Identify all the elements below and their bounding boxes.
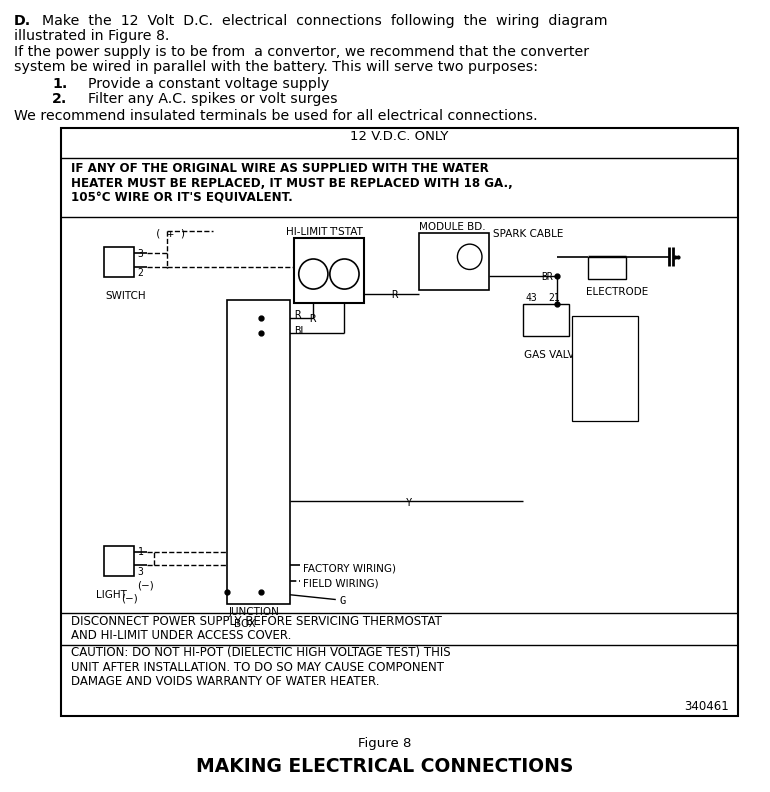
Text: G: G — [340, 596, 346, 607]
Text: IF ANY OF THE ORIGINAL WIRE AS SUPPLIED WITH THE WATER: IF ANY OF THE ORIGINAL WIRE AS SUPPLIED … — [71, 162, 488, 174]
Text: (−): (−) — [122, 593, 138, 604]
Text: ( + ): ( + ) — [156, 228, 186, 238]
Text: BK: BK — [613, 269, 625, 280]
Text: If the power supply is to be from  a convertor, we recommend that the converter: If the power supply is to be from a conv… — [14, 45, 589, 59]
Text: Y: Y — [574, 337, 580, 347]
Text: R: R — [391, 291, 398, 300]
Text: BL: BL — [294, 326, 306, 336]
Text: BOX: BOX — [234, 619, 256, 630]
Text: BLACK: BLACK — [598, 407, 628, 417]
Text: BR: BR — [574, 320, 588, 329]
Bar — [104, 247, 135, 277]
Bar — [293, 238, 364, 303]
Text: 12 V.D.C. ONLY: 12 V.D.C. ONLY — [350, 130, 449, 143]
Text: BLUE: BLUE — [598, 372, 621, 382]
Text: UNIT AFTER INSTALLATION. TO DO SO MAY CAUSE COMPONENT: UNIT AFTER INSTALLATION. TO DO SO MAY CA… — [71, 661, 444, 673]
Text: 340461: 340461 — [684, 700, 728, 713]
Text: R: R — [574, 390, 581, 399]
Text: 1.: 1. — [52, 77, 68, 91]
Text: 3: 3 — [138, 567, 143, 577]
Text: DAMAGE AND VOIDS WARRANTY OF WATER HEATER.: DAMAGE AND VOIDS WARRANTY OF WATER HEATE… — [71, 675, 379, 687]
Text: CAUTION: DO NOT HI-POT (DIELECTIC HIGH VOLTAGE TEST) THIS: CAUTION: DO NOT HI-POT (DIELECTIC HIGH V… — [71, 646, 450, 659]
Text: 1: 1 — [138, 547, 143, 558]
Text: R: R — [294, 310, 300, 320]
Text: R: R — [309, 314, 316, 324]
Text: Y: Y — [406, 498, 413, 508]
Text: DISCONNECT POWER SUPPLY BEFORE SERVICING THERMOSTAT: DISCONNECT POWER SUPPLY BEFORE SERVICING… — [71, 615, 441, 627]
Text: HI-LIMIT: HI-LIMIT — [286, 227, 327, 237]
Text: BK: BK — [574, 407, 587, 417]
Text: (: ( — [238, 579, 243, 589]
Text: GAS VALVE: GAS VALVE — [524, 350, 581, 360]
Text: MODULE BD.: MODULE BD. — [419, 222, 485, 232]
Text: SPARK CABLE: SPARK CABLE — [494, 229, 564, 239]
Text: 105°C WIRE OR IT'S EQUIVALENT.: 105°C WIRE OR IT'S EQUIVALENT. — [71, 192, 293, 204]
Text: 21: 21 — [549, 292, 561, 303]
Text: We recommend insulated terminals be used for all electrical connections.: We recommend insulated terminals be used… — [14, 109, 537, 123]
Text: 2.: 2. — [52, 92, 68, 106]
Text: RED: RED — [598, 390, 618, 399]
Text: (−): (−) — [137, 581, 153, 591]
Text: LIGHT: LIGHT — [96, 590, 127, 600]
Text: JUNCTION: JUNCTION — [228, 607, 279, 618]
Text: T'STAT: T'STAT — [329, 227, 363, 237]
Text: FIELD WIRING): FIELD WIRING) — [303, 579, 378, 589]
Bar — [62, 128, 738, 716]
Text: HEATER MUST BE REPLACED, IT MUST BE REPLACED WITH 18 GA.,: HEATER MUST BE REPLACED, IT MUST BE REPL… — [71, 177, 513, 189]
Bar — [572, 316, 638, 421]
Circle shape — [299, 259, 328, 289]
Text: 1  3  4: 1 3 4 — [423, 273, 460, 282]
Text: 3: 3 — [138, 249, 143, 259]
Text: G: G — [574, 355, 582, 364]
Text: FACTORY WIRING): FACTORY WIRING) — [303, 563, 396, 573]
Bar — [588, 257, 626, 279]
Text: Make  the  12  Volt  D.C.  electrical  connections  following  the  wiring  diag: Make the 12 Volt D.C. electrical connect… — [42, 14, 608, 29]
Text: GREEN: GREEN — [598, 355, 630, 364]
Text: 43: 43 — [526, 292, 537, 303]
Text: MAKING ELECTRICAL CONNECTIONS: MAKING ELECTRICAL CONNECTIONS — [196, 757, 573, 776]
Text: 6: 6 — [464, 273, 469, 282]
Text: D.: D. — [14, 14, 31, 29]
Bar — [226, 300, 290, 604]
Text: Figure 8: Figure 8 — [357, 737, 411, 749]
Circle shape — [330, 259, 359, 289]
Text: YELLOW: YELLOW — [598, 337, 635, 347]
Text: SWITCH: SWITCH — [105, 291, 146, 302]
Circle shape — [457, 244, 482, 269]
Text: Filter any A.C. spikes or volt surges: Filter any A.C. spikes or volt surges — [89, 92, 338, 106]
Text: ELECTRODE: ELECTRODE — [586, 287, 648, 297]
Bar — [419, 233, 490, 290]
Text: system be wired in parallel with the battery. This will serve two purposes:: system be wired in parallel with the bat… — [14, 60, 537, 74]
Text: illustrated in Figure 8.: illustrated in Figure 8. — [14, 29, 169, 44]
Text: BR: BR — [542, 272, 554, 283]
Text: 2: 2 — [138, 268, 143, 279]
Text: Provide a constant voltage supply: Provide a constant voltage supply — [89, 77, 330, 91]
Bar — [104, 546, 135, 576]
Text: AND HI-LIMIT UNDER ACCESS COVER.: AND HI-LIMIT UNDER ACCESS COVER. — [71, 629, 291, 642]
Bar — [523, 304, 568, 336]
Text: (: ( — [238, 563, 243, 573]
Text: BROWN: BROWN — [598, 320, 634, 329]
Text: BL: BL — [574, 372, 586, 382]
Text: ·|: ·| — [244, 486, 258, 497]
